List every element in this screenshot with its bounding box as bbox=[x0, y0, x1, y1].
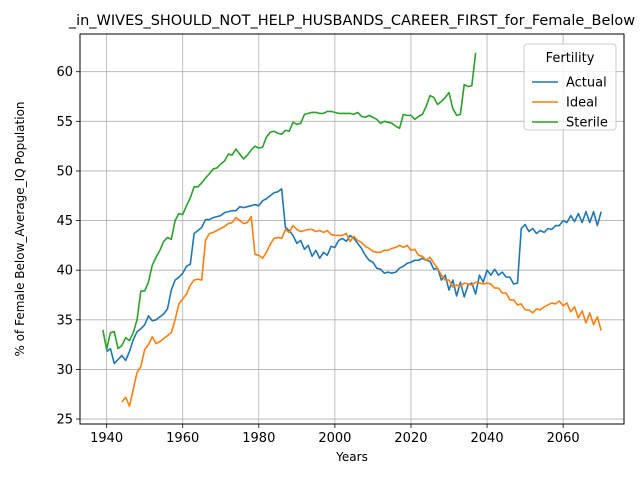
y-tick-label: 40 bbox=[56, 264, 73, 279]
x-tick-label: 2000 bbox=[318, 431, 351, 446]
chart-title: _in_WIVES_SHOULD_NOT_HELP_HUSBANDS_CAREE… bbox=[68, 13, 635, 29]
y-tick-label: 60 bbox=[56, 65, 73, 80]
x-axis-label: Years bbox=[335, 450, 368, 464]
series-line-ideal bbox=[121, 215, 602, 407]
x-tick-label: 1960 bbox=[166, 431, 199, 446]
y-tick-label: 45 bbox=[56, 214, 73, 229]
legend-box bbox=[523, 43, 617, 131]
legend: Fertility Actual Ideal Sterile bbox=[523, 43, 617, 131]
plot-border bbox=[79, 33, 625, 425]
legend-title: Fertility bbox=[546, 51, 595, 66]
legend-label-sterile: Sterile bbox=[566, 116, 608, 131]
y-tick-label: 55 bbox=[56, 115, 73, 130]
y-tick-label: 50 bbox=[56, 164, 73, 179]
y-tick-label: 35 bbox=[56, 313, 73, 328]
y-axis: 25 30 35 40 45 50 55 60 bbox=[56, 65, 80, 428]
y-axis-label: % of Female Below_Average_IQ Population bbox=[13, 101, 27, 356]
legend-label-actual: Actual bbox=[566, 76, 607, 91]
y-tick-label: 30 bbox=[56, 363, 73, 378]
series-line-actual bbox=[106, 188, 602, 365]
x-tick-label: 2040 bbox=[471, 431, 504, 446]
x-tick-label: 2060 bbox=[547, 431, 580, 446]
legend-label-ideal: Ideal bbox=[566, 96, 598, 111]
series-layer bbox=[102, 52, 602, 407]
x-tick-label: 1940 bbox=[90, 431, 123, 446]
grid-lines bbox=[80, 34, 624, 424]
y-tick-label: 25 bbox=[56, 413, 73, 428]
x-tick-label: 1980 bbox=[242, 431, 275, 446]
x-tick-label: 2020 bbox=[394, 431, 427, 446]
x-axis: 1940 1960 1980 2000 2020 2040 2060 bbox=[90, 424, 580, 446]
series-line-sterile bbox=[102, 52, 477, 351]
